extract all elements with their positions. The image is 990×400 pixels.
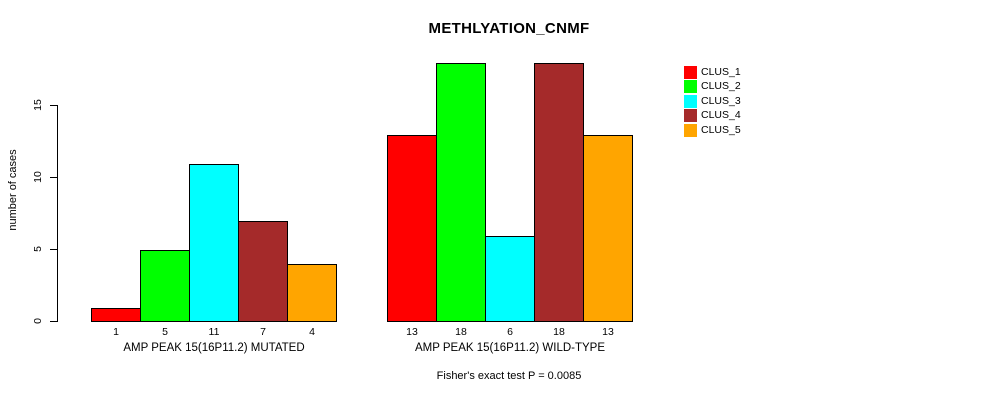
legend-label-clus_3: CLUS_3 xyxy=(701,95,741,107)
y-tick-mark xyxy=(50,105,57,106)
bar-value-label: 11 xyxy=(208,326,220,338)
chart-title: METHLYATION_CNMF xyxy=(428,20,590,37)
bar-value-label: 18 xyxy=(553,326,565,338)
bar-clus_3 xyxy=(189,164,239,322)
y-axis-label: number of cases xyxy=(7,149,19,231)
bar-clus_2 xyxy=(436,63,486,322)
y-tick-label: 15 xyxy=(32,99,44,111)
y-tick-label: 10 xyxy=(32,171,44,183)
bar-value-label: 13 xyxy=(406,326,418,338)
legend-swatch-clus_3 xyxy=(684,95,697,108)
legend-label-clus_5: CLUS_5 xyxy=(701,124,741,136)
bar-clus_3 xyxy=(485,236,535,322)
bar-value-label: 4 xyxy=(309,326,315,338)
bar-clus_4 xyxy=(534,63,584,322)
y-tick-mark xyxy=(50,249,57,250)
legend-swatch-clus_5 xyxy=(684,124,697,137)
bar-clus_2 xyxy=(140,250,190,322)
bar-clus_5 xyxy=(583,135,633,322)
y-tick-mark xyxy=(50,177,57,178)
y-tick-mark xyxy=(50,321,57,322)
y-axis-line xyxy=(57,105,58,322)
y-tick-label: 0 xyxy=(32,318,44,324)
bar-clus_1 xyxy=(387,135,437,322)
bar-value-label: 13 xyxy=(602,326,614,338)
bar-value-label: 18 xyxy=(455,326,467,338)
legend-swatch-clus_2 xyxy=(684,80,697,93)
bar-clus_4 xyxy=(238,221,288,322)
legend-swatch-clus_4 xyxy=(684,109,697,122)
legend-label-clus_2: CLUS_2 xyxy=(701,80,741,92)
bar-value-label: 5 xyxy=(162,326,168,338)
legend-label-clus_4: CLUS_4 xyxy=(701,109,741,121)
bar-clus_5 xyxy=(287,264,337,322)
bar-value-label: 7 xyxy=(260,326,266,338)
x-axis-group-label-wild-type: AMP PEAK 15(16P11.2) WILD-TYPE xyxy=(414,342,606,354)
bar-clus_1 xyxy=(91,308,141,322)
bar-value-label: 6 xyxy=(507,326,513,338)
x-axis-group-label-mutated: AMP PEAK 15(16P11.2) MUTATED xyxy=(123,342,305,354)
legend-label-clus_1: CLUS_1 xyxy=(701,66,741,78)
y-tick-label: 5 xyxy=(32,246,44,252)
fisher-test-footnote: Fisher's exact test P = 0.0085 xyxy=(436,370,582,382)
bar-value-label: 1 xyxy=(113,326,119,338)
legend-swatch-clus_1 xyxy=(684,66,697,79)
